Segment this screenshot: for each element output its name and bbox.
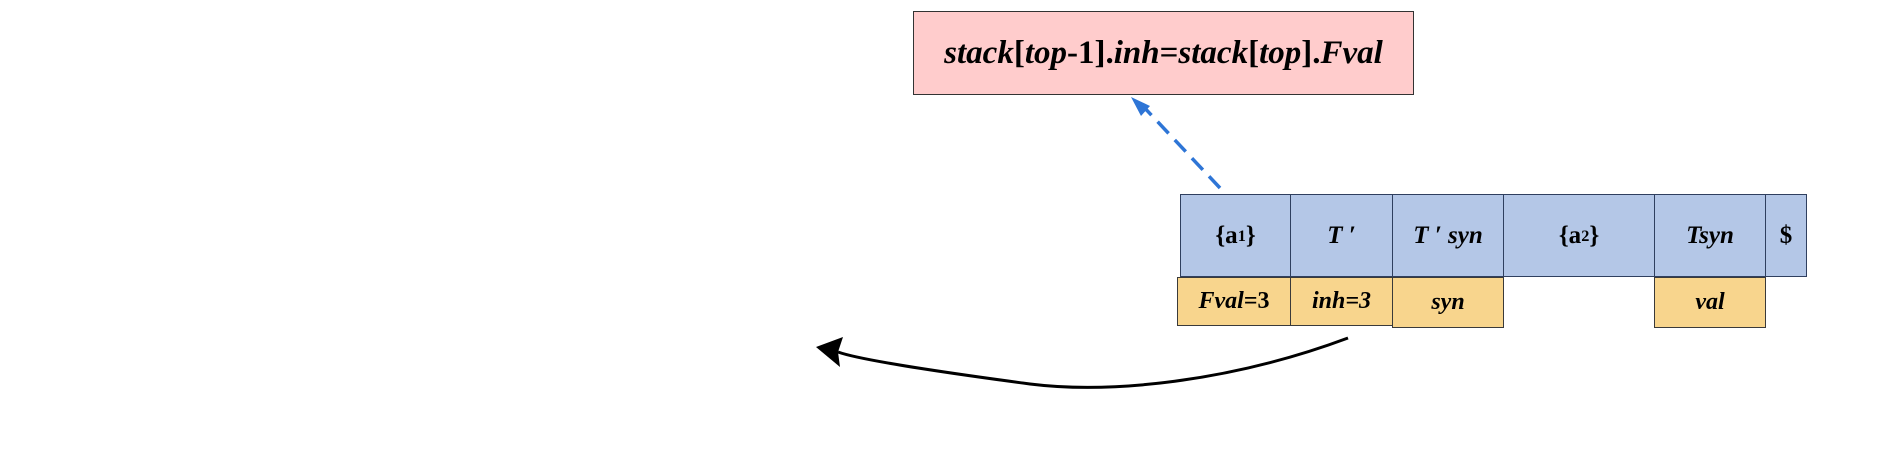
attr-cell-syn: syn	[1392, 277, 1504, 328]
action-text-bracket-open: [	[1013, 34, 1025, 71]
curved-arrow-head	[816, 337, 843, 367]
stack-cell-tsyn-label: Tsyn	[1686, 221, 1734, 249]
stack-cell-end-marker-label: $	[1779, 221, 1793, 249]
attr-cell-inh: inh=3	[1290, 277, 1393, 326]
attr-val-label: val	[1695, 289, 1725, 315]
attr-cell-fval: Fval=3	[1177, 277, 1291, 326]
stack-cell-a2-post: }	[1589, 221, 1600, 249]
stack-cell-a1-pre: {a	[1215, 221, 1238, 249]
stack-cell-t-prime-syn-label: T ′ syn	[1413, 221, 1483, 249]
stack-cell-action-a2: {a 2}	[1503, 194, 1655, 277]
stack-cell-action-a1: {a 1}	[1180, 194, 1291, 277]
action-text-fval: Fval	[1320, 34, 1383, 71]
stack-cell-t-prime-label: T ′	[1327, 221, 1356, 249]
attr-fval-name: Fval	[1198, 288, 1244, 314]
dashed-arrow-head	[1131, 97, 1150, 116]
stack-cell-end-marker: $	[1765, 194, 1807, 277]
dashed-arrow	[1138, 101, 1222, 190]
attr-cell-val: val	[1654, 277, 1766, 328]
action-text-top: top	[1024, 34, 1067, 71]
stack-cell-t-prime-syn: T ′ syn	[1392, 194, 1504, 277]
stack-cell-a2-pre: {a	[1558, 221, 1582, 249]
action-text-bracket-close: ].	[1301, 34, 1321, 71]
attr-fval-value: =3	[1243, 288, 1270, 314]
action-text-top-2: top	[1259, 34, 1302, 71]
attr-syn-label: syn	[1431, 289, 1465, 315]
action-text-inh: inh	[1113, 34, 1160, 71]
stack-cell-tsyn: Tsyn	[1654, 194, 1766, 277]
stack-cell-a1-post: }	[1245, 221, 1256, 249]
curved-arrow	[837, 336, 1349, 389]
action-text-offset: -1].	[1067, 34, 1114, 71]
stack-cell-t-prime: T ′	[1290, 194, 1393, 277]
action-text-stack-2: stack	[1178, 34, 1249, 71]
action-text-equals: =	[1159, 34, 1179, 71]
semantic-action-box: stack[top-1].inh=stack[top].Fval	[913, 11, 1414, 95]
action-text-bracket-open-2: [	[1248, 34, 1260, 71]
action-text-stack: stack	[944, 34, 1014, 71]
attr-inh-label: inh=3	[1311, 288, 1372, 314]
